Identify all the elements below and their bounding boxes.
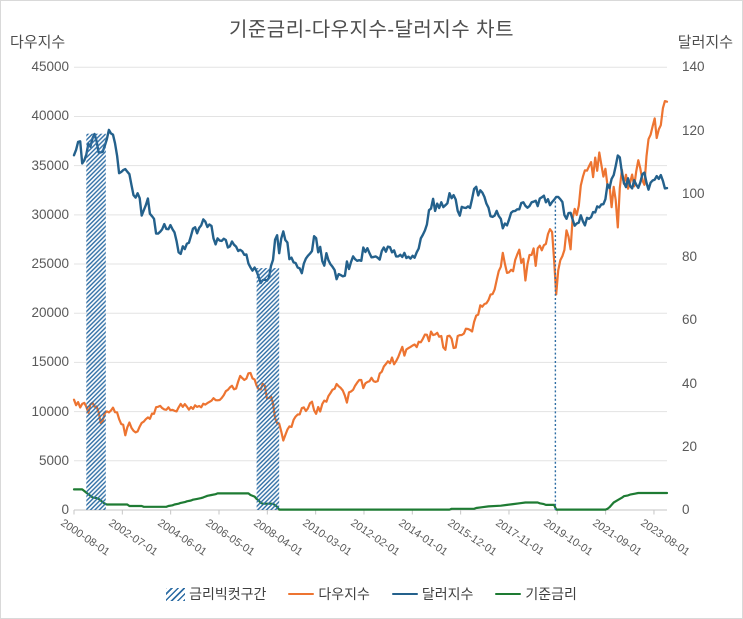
legend-line-swatch-icon — [495, 592, 522, 596]
legend-item: 기준금리 — [495, 584, 577, 604]
right-axis-tick-label: 40 — [682, 375, 698, 391]
left-axis-tick-label: 20000 — [31, 305, 69, 321]
legend-hatch-swatch-icon — [166, 587, 186, 601]
left-axis-tick-label: 0 — [61, 502, 69, 517]
legend-label: 달러지수 — [421, 586, 474, 602]
chart-title: 기준금리-다우지수-달러지수 차트 — [229, 19, 514, 41]
right-axis-tick-label: 60 — [682, 312, 698, 328]
legend-label: 기준금리 — [525, 586, 577, 602]
right-axis-tick-label: 20 — [682, 438, 698, 454]
left-axis-title: 다우지수 — [10, 34, 66, 51]
right-axis-tick-label: 140 — [682, 59, 705, 75]
right-axis-tick-label: 120 — [682, 122, 705, 138]
legend-item: 달러지수 — [391, 584, 474, 604]
right-axis-tick-label: 80 — [682, 249, 698, 265]
legend-line-swatch-icon — [288, 592, 315, 596]
legend-item: 금리빅컷구간 — [166, 584, 266, 604]
dollar-index-line — [72, 128, 669, 285]
legend-label: 금리빅컷구간 — [189, 586, 267, 602]
right-axis-title: 달러지수 — [677, 34, 733, 51]
legend-line-swatch-icon — [391, 592, 418, 596]
left-axis-tick-label: 10000 — [31, 403, 69, 419]
rate-cut-band — [256, 268, 280, 510]
legend: 금리빅컷구간 다우지수 달러지수 기준금리 — [1, 584, 742, 604]
right-axis-tick-label: 100 — [682, 185, 705, 201]
left-axis-tick-label: 40000 — [31, 108, 69, 124]
left-axis-tick-label: 35000 — [31, 157, 69, 173]
legend-label: 다우지수 — [318, 586, 370, 602]
left-axis-tick-label: 5000 — [38, 452, 69, 468]
base-rate-line — [72, 488, 669, 511]
right-axis-tick-label: 0 — [682, 502, 690, 517]
dow-index-line — [72, 99, 669, 442]
left-axis-tick-label: 25000 — [31, 256, 69, 272]
left-axis-tick-label: 15000 — [31, 354, 69, 370]
rate-cut-band — [86, 133, 106, 510]
left-axis-tick-label: 45000 — [31, 59, 69, 75]
left-axis-tick-label: 30000 — [31, 206, 69, 222]
legend-item: 다우지수 — [288, 584, 370, 604]
